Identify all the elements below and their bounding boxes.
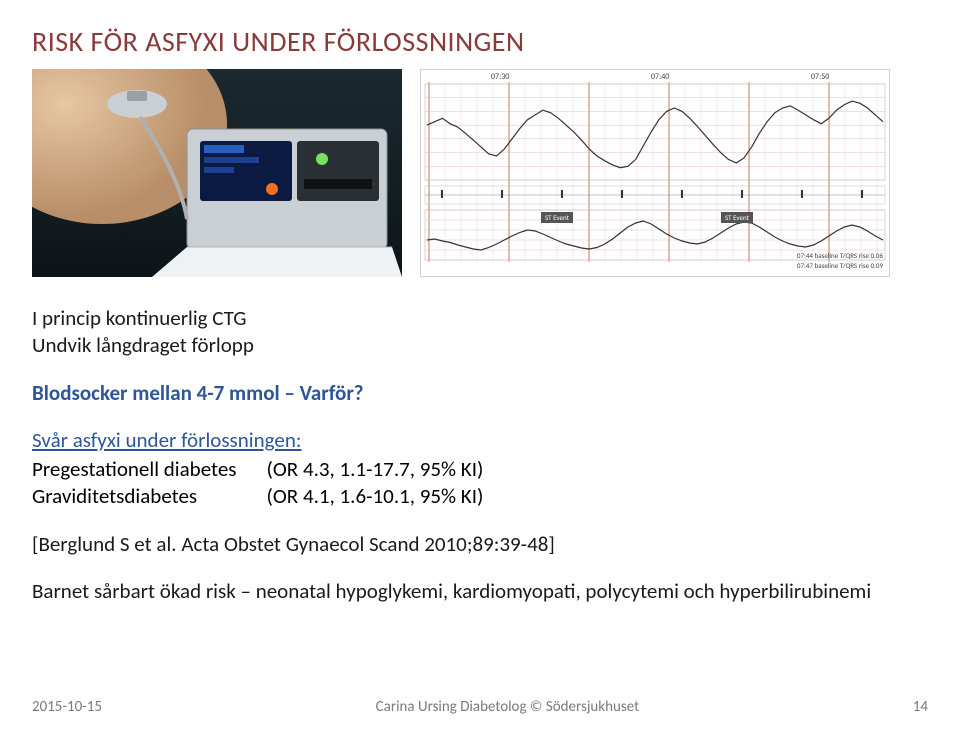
ctg-photo <box>32 69 402 277</box>
cell: Pregestationell diabetes <box>32 456 267 483</box>
time-label: 07:30 <box>491 72 509 82</box>
risk-line: Barnet sårbart ökad risk – neonatal hypo… <box>32 578 928 605</box>
footer-page: 14 <box>913 698 928 716</box>
asphyxia-link[interactable]: Svår asfyxi under förlossningen: <box>32 427 301 453</box>
reference: [Berglund S et al. Acta Obstet Gynaecol … <box>32 531 928 558</box>
st-event-badge: ST Event <box>541 212 573 223</box>
time-label: 07:50 <box>811 72 829 82</box>
cell: Graviditetsdiabetes <box>32 483 267 510</box>
principle-lines: I princip kontinuerlig CTG Undvik långdr… <box>32 305 928 360</box>
bloodsugar-heading: Blodsocker mellan 4-7 mmol – Varför? <box>32 380 928 407</box>
footer: 2015-10-15 Carina Ursing Diabetolog © Sö… <box>32 698 928 716</box>
chart-caption: 07:47 baseline T/QRS rise 0.09 <box>797 261 883 270</box>
footer-date: 2015-10-15 <box>32 698 102 716</box>
table-row: Pregestationell diabetes (OR 4.3, 1.1-17… <box>32 456 513 483</box>
image-row: 07:30 07:40 07:50 07:44 baseline T/QRS r… <box>32 69 928 277</box>
line: I princip kontinuerlig CTG <box>32 305 246 331</box>
line: Undvik långdraget förlopp <box>32 332 254 358</box>
ctg-chart: 07:30 07:40 07:50 07:44 baseline T/QRS r… <box>420 69 890 277</box>
cell: (OR 4.3, 1.1-17.7, 95% KI) <box>267 456 514 483</box>
st-event-badge: ST Event <box>721 212 753 223</box>
asphyxia-link-line: Svår asfyxi under förlossningen: <box>32 427 928 454</box>
footer-author: Carina Ursing Diabetolog © Södersjukhuse… <box>376 698 639 716</box>
cell: (OR 4.1, 1.6-10.1, 95% KI) <box>267 483 514 510</box>
ctg-chart-svg <box>421 70 889 276</box>
slide: RISK FÖR ASFYXI UNDER FÖRLOSSNINGEN <box>0 0 960 730</box>
slide-title: RISK FÖR ASFYXI UNDER FÖRLOSSNINGEN <box>32 24 928 59</box>
time-label: 07:40 <box>651 72 669 82</box>
table-row: Graviditetsdiabetes (OR 4.1, 1.6-10.1, 9… <box>32 483 513 510</box>
chart-caption: 07:44 baseline T/QRS rise 0.06 <box>797 251 883 260</box>
or-table: Pregestationell diabetes (OR 4.3, 1.1-17… <box>32 456 513 511</box>
photo-svg <box>32 69 402 277</box>
